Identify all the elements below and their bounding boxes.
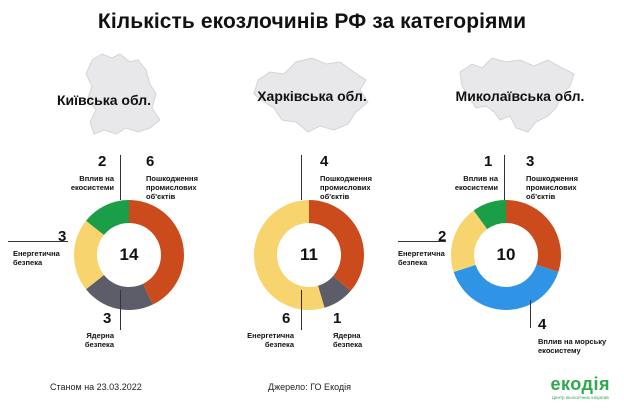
donut-chart-kyiv [69, 195, 189, 315]
donut-slice [74, 220, 104, 290]
total-mykolaiv: 10 [496, 245, 516, 264]
donut-chart-mykolaiv [446, 195, 566, 315]
mykolaiv-region-map [416, 50, 624, 140]
kyiv-eco-label: Вплив на екосистеми [70, 174, 114, 192]
footer-source: Джерело: ГО Екодія [268, 382, 352, 392]
kharkiv-divider-top [301, 155, 302, 200]
donut-slice [473, 200, 506, 230]
donut-slice [309, 200, 364, 292]
donut-slice [506, 200, 561, 272]
donut-slice [453, 264, 559, 310]
mykolaiv-marine-label: Вплив на морську екосистему [538, 337, 607, 355]
donut-slice [85, 274, 153, 310]
total-kyiv: 14 [119, 245, 139, 264]
kharkiv-map-shape [253, 57, 369, 133]
kyiv-eco-value: 2 [98, 153, 107, 170]
kharkiv-region-map [208, 50, 416, 140]
donut-slice [451, 210, 488, 272]
kharkiv-nuclear-label: Ядерна безпека [333, 331, 363, 349]
logo-wordmark: екодія [550, 374, 610, 394]
donut-slice [85, 200, 129, 236]
mykolaiv-marine-value: 4 [538, 316, 547, 333]
kharkiv-energy-value: 6 [282, 310, 291, 327]
mykolaiv-divider-bottom [530, 300, 531, 328]
mykolaiv-damage-value: 3 [526, 153, 535, 170]
kharkiv-divider-bottom [301, 290, 302, 330]
kyiv-nuclear-label: Ядерна безпека [84, 331, 114, 349]
region-title-mykolaiv: Миколаївська обл. [455, 88, 585, 104]
kharkiv-damage-value: 4 [320, 153, 329, 170]
region-kharkiv: Харківська обл. [208, 0, 416, 350]
mykolaiv-map-shape [459, 57, 575, 133]
donut-slice [129, 200, 184, 305]
kyiv-nuclear-value: 3 [103, 310, 112, 327]
mykolaiv-energy-label: Енергетична безпека [398, 249, 445, 267]
kharkiv-nuclear-value: 1 [333, 310, 342, 327]
footer-date: Станом на 23.03.2022 [50, 382, 142, 392]
mykolaiv-eco-label: Вплив на екосистеми [454, 174, 498, 192]
donut-slice [318, 275, 351, 308]
logo-subtitle: Центр екологічних ініціатив [551, 395, 609, 400]
mykolaiv-divider-left [398, 241, 446, 242]
kyiv-energy-value: 3 [58, 228, 67, 245]
kyiv-divider-bottom [120, 290, 121, 330]
kyiv-region-map [0, 50, 208, 140]
ekodia-logo: екодія Центр екологічних ініціатив [551, 374, 610, 400]
kharkiv-energy-label: Енергетична безпека [247, 331, 294, 349]
mykolaiv-damage-label: Пошкодження промислових об'єктів [526, 174, 578, 201]
donut-slice [253, 200, 325, 310]
region-title-kyiv: Київська обл. [56, 92, 152, 108]
kyiv-divider-left [8, 241, 68, 242]
region-mykolaiv: Миколаївська обл. [416, 0, 624, 350]
region-kyiv: Київська обл. [0, 0, 208, 350]
mykolaiv-eco-value: 1 [484, 153, 493, 170]
kyiv-damage-label: Пошкодження промислових об'єктів [146, 174, 198, 201]
page-title: Кількість екозлочинів РФ за категоріями [97, 10, 527, 33]
kyiv-divider-top [120, 155, 121, 200]
kharkiv-damage-label: Пошкодження промислових об'єктів [320, 174, 372, 201]
donut-chart-kharkiv [249, 195, 369, 315]
mykolaiv-energy-value: 2 [438, 228, 447, 245]
region-title-kharkiv: Харківська обл. [257, 88, 367, 104]
total-kharkiv: 11 [300, 245, 318, 264]
kyiv-damage-value: 6 [146, 153, 155, 170]
kyiv-energy-label: Енергетична безпека [13, 249, 60, 267]
kyiv-map-shape [85, 53, 161, 135]
mykolaiv-divider-top [504, 155, 505, 200]
